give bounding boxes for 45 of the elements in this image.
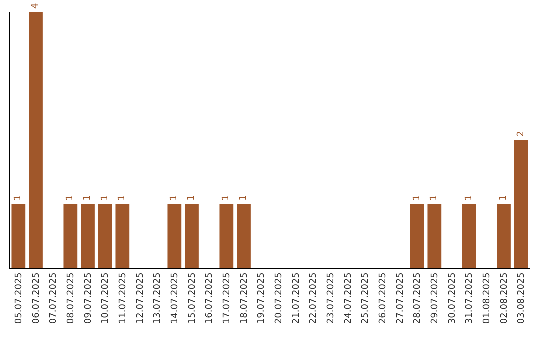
data-label: 1 — [222, 195, 232, 201]
data-label: 1 — [430, 195, 440, 201]
x-tick-label: 11.07.2025 — [118, 272, 129, 324]
x-tick-label: 02.08.2025 — [500, 272, 510, 324]
x-tick-label: 03.08.2025 — [517, 272, 528, 324]
x-tick-label: 30.07.2025 — [448, 272, 458, 324]
data-label: 1 — [464, 195, 474, 201]
x-tick-label: 05.07.2025 — [14, 272, 25, 324]
data-label: 1 — [100, 195, 110, 201]
data-label: 1 — [170, 195, 180, 201]
data-label: 1 — [239, 195, 249, 201]
data-label: 4 — [31, 3, 41, 9]
x-tick-label: 12.07.2025 — [136, 272, 146, 324]
x-tick-label: 27.07.2025 — [396, 272, 406, 324]
x-tick-label: 28.07.2025 — [413, 272, 424, 324]
x-tick-label: 18.07.2025 — [240, 272, 250, 324]
x-tick-label: 16.07.2025 — [205, 272, 216, 324]
x-tick-label: 14.07.2025 — [170, 272, 181, 324]
x-tick-label: 25.07.2025 — [361, 272, 372, 324]
x-tick-label: 26.07.2025 — [378, 272, 389, 324]
x-tick-label: 31.07.2025 — [465, 272, 476, 324]
data-label: 1 — [14, 195, 24, 201]
x-tick-label: 10.07.2025 — [101, 272, 112, 324]
x-tick-label: 01.08.2025 — [482, 272, 493, 324]
data-label: 1 — [412, 195, 422, 201]
x-tick-label: 09.07.2025 — [84, 272, 94, 324]
x-tick-label: 20.07.2025 — [274, 272, 285, 324]
data-label: 1 — [66, 195, 76, 201]
x-tick-label: 21.07.2025 — [292, 272, 302, 324]
x-tick-label: 06.07.2025 — [32, 272, 42, 324]
data-label: 1 — [499, 195, 509, 201]
x-tick-label: 19.07.2025 — [257, 272, 268, 324]
x-tick-label: 07.07.2025 — [49, 272, 60, 324]
x-tick-label: 13.07.2025 — [153, 272, 164, 324]
data-label: 1 — [187, 195, 197, 201]
x-tick-label: 23.07.2025 — [326, 272, 337, 324]
x-tick-label: 08.07.2025 — [66, 272, 77, 324]
data-label: 1 — [118, 195, 128, 201]
data-label: 2 — [516, 131, 526, 137]
x-tick-label: 22.07.2025 — [309, 272, 320, 324]
x-tick-label: 24.07.2025 — [344, 272, 354, 324]
x-tick-label: 29.07.2025 — [430, 272, 441, 324]
x-tick-label: 15.07.2025 — [188, 272, 198, 324]
data-label: 1 — [83, 195, 93, 201]
x-tick-label: 17.07.2025 — [222, 272, 233, 324]
